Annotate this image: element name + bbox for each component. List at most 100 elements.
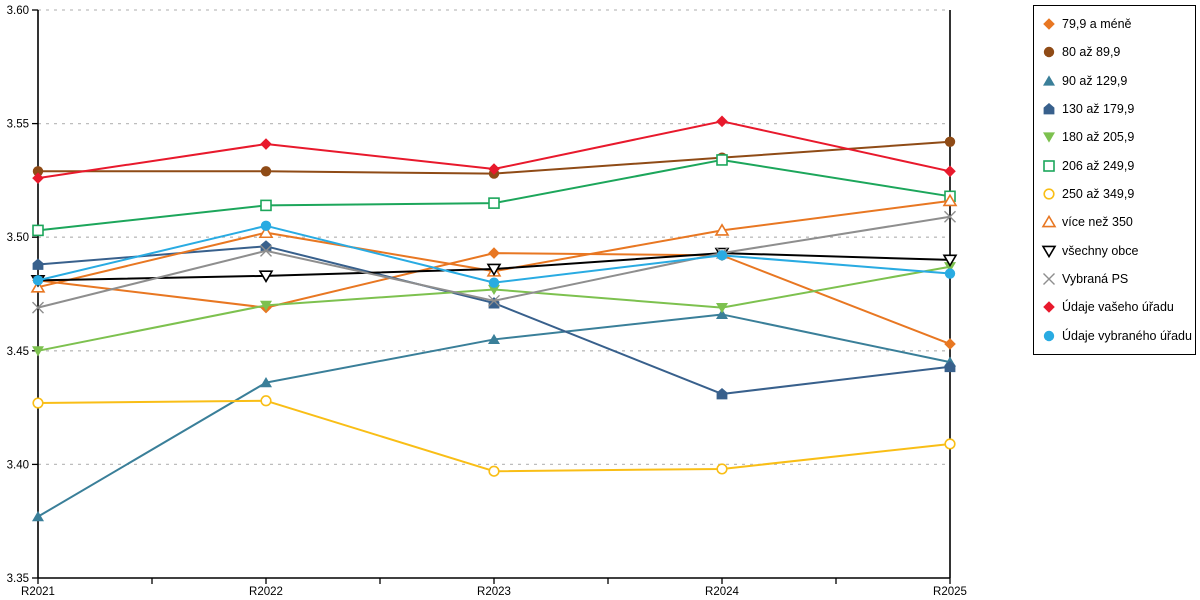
legend-label: více než 350	[1062, 215, 1133, 230]
circle-legend-icon	[1043, 330, 1055, 341]
circle-marker-icon	[1043, 188, 1055, 200]
triangle-down-marker-icon	[260, 300, 272, 311]
triangle-down-marker-icon	[258, 270, 274, 284]
diamond-marker-icon	[488, 163, 500, 175]
x-tick-label: R2023	[477, 586, 511, 598]
x-tick-label: R2025	[933, 586, 967, 598]
circle-legend-icon	[1043, 188, 1055, 200]
legend-item-4: 130 až 179,9	[1041, 97, 1195, 121]
circle-marker-icon	[716, 250, 728, 261]
chart-legend: 79,9 a méně 80 až 89,9 90 až 129,9 130 až 1…	[1033, 5, 1196, 355]
square-marker-icon	[32, 224, 44, 237]
diamond-marker-icon	[1043, 301, 1055, 314]
circle-marker-icon	[944, 268, 956, 279]
triangle-up-legend-icon	[1041, 215, 1057, 228]
x-tick-label: R2022	[249, 586, 283, 598]
line-chart-plot: 3.35 3.40 3.45 3.50 3.55 3.60 R2021 R2022 R2023 R…	[7, 5, 967, 598]
pentagon-marker-icon	[488, 297, 500, 309]
triangle-up-marker-icon	[716, 308, 728, 320]
circle-marker-icon	[488, 465, 500, 477]
legend-label: 79,9 a méně	[1062, 17, 1132, 32]
triangle-down-legend-icon	[1043, 132, 1055, 144]
legend-item-8: více než 350	[1041, 210, 1195, 234]
y-tick-label: 3.40	[7, 459, 29, 471]
legend-label: 80 až 89,9	[1062, 45, 1121, 60]
legend-label: Údaje vašeho úřadu	[1062, 300, 1174, 315]
triangle-down-legend-icon	[1041, 245, 1057, 258]
circle-marker-icon	[944, 136, 956, 147]
legend-label: 206 až 249,9	[1062, 158, 1135, 173]
diamond-marker-icon	[260, 138, 272, 150]
legend-label: všechny obce	[1062, 243, 1139, 258]
diamond-legend-icon	[1043, 18, 1055, 30]
diamond-marker-icon	[488, 247, 500, 259]
legend-label: Údaje vybraného úřadu	[1062, 328, 1192, 343]
circle-marker-icon	[488, 277, 500, 288]
legend-item-5: 180 až 205,9	[1041, 125, 1195, 149]
legend-label: Vybraná PS	[1062, 272, 1129, 287]
circle-marker-icon	[32, 275, 44, 286]
x-marker-icon	[488, 294, 500, 307]
circle-marker-icon	[260, 166, 272, 177]
x-tick-label: R2024	[705, 586, 739, 598]
triangle-down-marker-icon	[942, 254, 958, 268]
legend-item-11: Údaje vašeho úřadu	[1041, 295, 1195, 319]
triangle-down-marker-icon	[1041, 245, 1057, 258]
circle-legend-icon	[1043, 47, 1055, 58]
triangle-up-marker-icon	[32, 511, 44, 522]
legend-item-6: 206 až 249,9	[1041, 154, 1195, 178]
triangle-up-marker-icon	[1041, 215, 1057, 228]
legend-item-2: 80 až 89,9	[1041, 40, 1195, 64]
triangle-up-marker-icon	[1043, 75, 1055, 86]
legend-item-1: 79,9 a méně	[1041, 12, 1195, 36]
x-marker-icon	[32, 301, 44, 314]
legend-label: 250 až 349,9	[1062, 187, 1135, 202]
triangle-down-marker-icon	[944, 262, 956, 273]
y-tick-label: 3.60	[7, 5, 29, 17]
triangle-up-marker-icon	[260, 377, 272, 388]
legend-label: 90 až 129,9	[1062, 73, 1128, 88]
square-legend-icon	[1043, 159, 1055, 172]
triangle-down-marker-icon	[1043, 132, 1055, 144]
legend-item-9: všechny obce	[1041, 239, 1195, 263]
y-tick-label: 3.50	[7, 232, 29, 244]
circle-marker-icon	[32, 166, 44, 177]
circle-marker-icon	[260, 220, 272, 232]
diamond-legend-icon	[1043, 301, 1055, 314]
circle-marker-icon	[1043, 47, 1055, 58]
diamond-marker-icon	[1043, 18, 1055, 30]
diamond-marker-icon	[944, 165, 956, 178]
legend-item-12: Údaje vybraného úřadu	[1041, 324, 1195, 348]
y-tick-label: 3.35	[7, 573, 29, 585]
triangle-up-marker-icon	[942, 193, 958, 207]
pentagon-marker-icon	[32, 258, 44, 270]
circle-marker-icon	[1043, 330, 1055, 341]
pentagon-marker-icon	[1043, 103, 1055, 115]
x-marker-icon	[260, 244, 272, 257]
circle-marker-icon	[32, 397, 44, 409]
triangle-up-marker-icon	[714, 223, 730, 236]
pentagon-marker-icon	[716, 387, 728, 400]
x-marker-icon	[1043, 273, 1055, 286]
triangle-down-marker-icon	[488, 284, 500, 296]
triangle-up-marker-icon	[258, 225, 274, 239]
series-line	[37, 313, 951, 518]
circle-marker-icon	[260, 395, 272, 407]
legend-item-3: 90 až 129,9	[1041, 69, 1195, 93]
y-tick-label: 3.55	[7, 119, 29, 131]
triangle-up-marker-icon	[488, 333, 500, 345]
triangle-down-marker-icon	[716, 303, 728, 314]
x-tick-label: R2021	[21, 586, 55, 598]
triangle-up-legend-icon	[1043, 75, 1055, 86]
pentagon-marker-icon	[944, 360, 956, 373]
square-marker-icon	[1043, 159, 1055, 172]
legend-item-10: Vybraná PS	[1041, 267, 1195, 291]
y-tick-label: 3.45	[7, 346, 29, 358]
diamond-marker-icon	[32, 172, 44, 184]
legend-item-7: 250 až 349,9	[1041, 182, 1195, 206]
diamond-marker-icon	[716, 115, 728, 128]
square-marker-icon	[716, 154, 728, 166]
pentagon-legend-icon	[1043, 103, 1055, 115]
legend-label: 130 až 179,9	[1062, 102, 1135, 117]
